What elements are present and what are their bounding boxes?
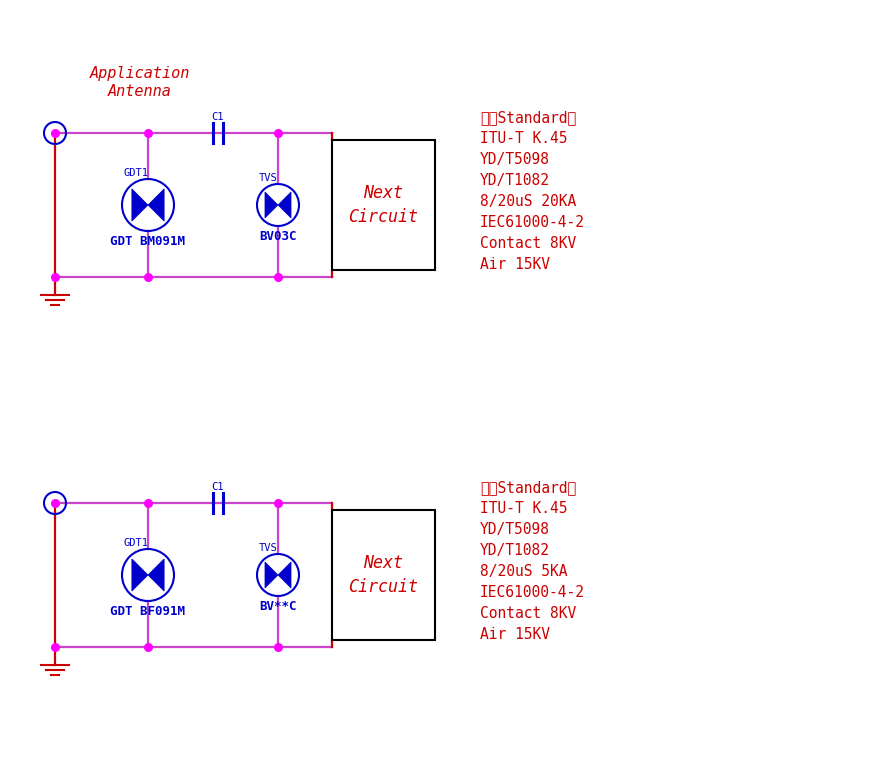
Text: Circuit: Circuit: [349, 578, 418, 596]
Text: Antenna: Antenna: [108, 84, 172, 99]
Text: YD/T5098: YD/T5098: [480, 522, 550, 537]
Text: C1: C1: [211, 482, 224, 492]
Text: GDT1: GDT1: [124, 538, 149, 548]
Polygon shape: [132, 189, 148, 221]
Polygon shape: [265, 562, 278, 588]
Text: Air 15KV: Air 15KV: [480, 627, 550, 642]
Text: Air 15KV: Air 15KV: [480, 257, 550, 272]
Text: YD/T1082: YD/T1082: [480, 543, 550, 558]
Text: GDT BF091M: GDT BF091M: [111, 605, 186, 618]
Polygon shape: [278, 562, 291, 588]
Text: BV03C: BV03C: [260, 230, 297, 243]
Polygon shape: [148, 189, 164, 221]
Text: IEC61000-4-2: IEC61000-4-2: [480, 215, 585, 230]
Text: IEC61000-4-2: IEC61000-4-2: [480, 585, 585, 600]
Text: 室外Standard：: 室外Standard：: [480, 110, 576, 125]
Text: TVS: TVS: [259, 543, 277, 553]
Text: Next: Next: [364, 184, 403, 202]
Text: Circuit: Circuit: [349, 208, 418, 226]
Polygon shape: [148, 559, 164, 591]
Text: GDT BM091M: GDT BM091M: [111, 235, 186, 248]
Text: YD/T5098: YD/T5098: [480, 152, 550, 167]
Polygon shape: [278, 192, 291, 218]
Text: Contact 8KV: Contact 8KV: [480, 606, 576, 621]
Text: TVS: TVS: [259, 173, 277, 183]
Text: YD/T1082: YD/T1082: [480, 173, 550, 188]
Text: ITU-T K.45: ITU-T K.45: [480, 501, 567, 516]
Text: BV**C: BV**C: [260, 600, 297, 613]
Text: 8/20uS 5KA: 8/20uS 5KA: [480, 564, 567, 579]
Polygon shape: [132, 559, 148, 591]
Bar: [332, 510, 435, 640]
Text: Application: Application: [90, 66, 190, 81]
Text: Next: Next: [364, 554, 403, 572]
Text: 8/20uS 20KA: 8/20uS 20KA: [480, 194, 576, 209]
Bar: [332, 140, 435, 270]
Text: ITU-T K.45: ITU-T K.45: [480, 131, 567, 146]
Text: Contact 8KV: Contact 8KV: [480, 236, 576, 251]
Text: 室内Standard：: 室内Standard：: [480, 480, 576, 495]
Text: C1: C1: [211, 112, 224, 122]
Text: GDT1: GDT1: [124, 168, 149, 178]
Polygon shape: [265, 192, 278, 218]
